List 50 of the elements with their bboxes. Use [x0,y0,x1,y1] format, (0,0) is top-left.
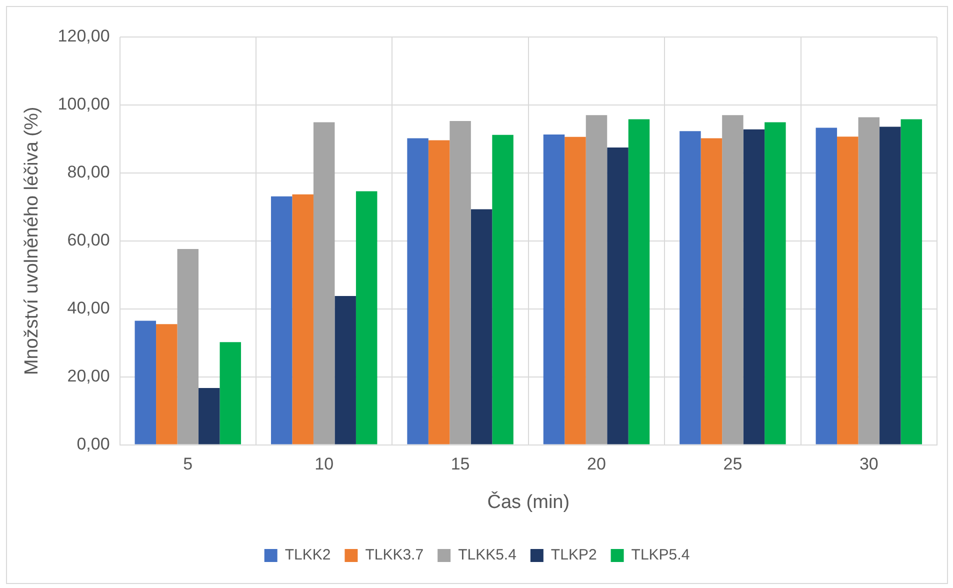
bar [586,115,608,444]
legend-label: TLKK5.4 [458,546,516,564]
bar [134,320,156,444]
y-tick-label: 60,00 [67,230,110,250]
x-tick-label: 30 [859,454,878,474]
bar [700,138,722,444]
y-tick-label: 0,00 [76,434,110,454]
y-tick-label: 100,00 [58,94,110,114]
bar [198,388,220,444]
legend-label: TLKP5.4 [631,546,690,564]
bar [334,296,356,444]
x-tick-label: 20 [587,454,606,474]
bar [858,117,880,444]
bar [177,249,199,444]
y-axis-title: Množství uvolněného léčiva (%) [22,106,43,376]
bar [816,128,838,444]
bar [407,138,428,444]
bar [492,134,514,444]
y-tick-label: 20,00 [67,366,110,386]
bar [450,120,471,444]
legend-label: TLKP2 [550,546,597,564]
bar [880,126,901,444]
y-tick-label: 120,00 [58,26,110,46]
bar [470,209,492,444]
bar [543,134,565,444]
bar [156,324,178,444]
bar [722,115,744,444]
bar [900,119,922,444]
legend-label: TLKK3.7 [365,546,424,564]
bar [837,136,858,444]
y-tick-label: 80,00 [67,162,110,182]
x-tick-label: 5 [183,454,193,474]
bar [680,131,701,444]
legend-label: TLKK2 [284,546,331,564]
bar [356,191,378,444]
bar [292,194,314,444]
y-tick-label: 40,00 [67,298,110,318]
bar [628,119,650,444]
bar [220,342,242,444]
x-tick-label: 25 [723,454,742,474]
x-tick-label: 15 [450,454,470,474]
bar [764,122,786,444]
bar [270,196,292,444]
bar [428,140,450,444]
bar [564,136,586,444]
bar [743,129,765,444]
x-axis-title: Čas (min) [487,490,570,513]
x-tick-label: 10 [314,454,334,474]
bar [313,122,335,444]
bar [607,147,628,444]
